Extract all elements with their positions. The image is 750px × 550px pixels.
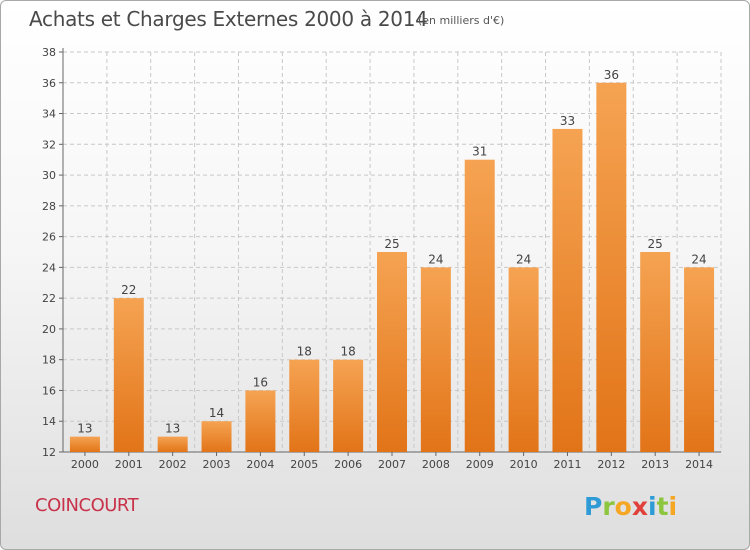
bar (333, 359, 364, 452)
x-tick-label: 2007 (378, 458, 406, 471)
data-label: 25 (384, 237, 399, 251)
bar (684, 267, 715, 452)
x-tick-label: 2002 (159, 458, 187, 471)
bar (640, 252, 671, 452)
data-label: 13 (77, 422, 92, 436)
bar (596, 82, 627, 453)
y-tick-label: 14 (42, 415, 56, 428)
y-tick-label: 28 (42, 200, 56, 213)
data-label: 24 (516, 252, 531, 266)
y-tick-label: 34 (42, 108, 56, 121)
data-label: 14 (209, 406, 224, 420)
y-tick-label: 24 (42, 261, 56, 274)
x-tick-label: 2008 (422, 458, 450, 471)
data-label: 31 (472, 145, 487, 159)
y-tick-label: 30 (42, 169, 56, 182)
data-label: 22 (121, 283, 136, 297)
y-tick-label: 22 (42, 292, 56, 305)
chart-title: Achats et Charges Externes 2000 à 2014 (29, 7, 428, 31)
x-tick-label: 2001 (115, 458, 143, 471)
x-tick-label: 2009 (466, 458, 494, 471)
x-tick-label: 2011 (553, 458, 581, 471)
bar (420, 267, 451, 452)
bar (201, 421, 232, 452)
x-tick-label: 2000 (71, 458, 99, 471)
y-tick-label: 32 (42, 138, 56, 151)
y-tick-label: 18 (42, 354, 56, 367)
x-tick-label: 2003 (203, 458, 231, 471)
y-tick-label: 12 (42, 446, 56, 459)
data-label: 36 (604, 68, 619, 82)
bar (377, 252, 407, 452)
data-label: 18 (340, 345, 355, 359)
chart-subtitle: (en milliers d'€) (418, 14, 505, 27)
x-tick-label: 2013 (641, 458, 669, 471)
x-tick-label: 2004 (246, 458, 274, 471)
bar (157, 436, 188, 452)
data-label: 16 (253, 375, 268, 389)
bar (245, 390, 276, 452)
bars (69, 82, 715, 453)
svg-text:Proxiti: Proxiti (584, 492, 677, 521)
x-tick-label: 2006 (334, 458, 362, 471)
bar (508, 267, 539, 452)
data-label: 25 (648, 237, 663, 251)
data-label: 24 (428, 252, 443, 266)
x-tick-label: 2012 (597, 458, 625, 471)
bar (552, 128, 583, 452)
y-tick-label: 20 (42, 323, 56, 336)
x-tick-label: 2014 (685, 458, 713, 471)
y-tick-label: 16 (42, 384, 56, 397)
commune-name: COINCOURT (35, 495, 139, 516)
bar (69, 436, 100, 452)
data-label: 18 (297, 345, 312, 359)
proxiti-logo: Proxiti (584, 492, 677, 521)
data-label: 24 (691, 252, 706, 266)
x-tick-label: 2005 (290, 458, 318, 471)
y-tick-label: 36 (42, 77, 56, 90)
axes: 12 14 16 18 20 22 24 26 28 30 32 34 36 38 2000 2001 2002… (42, 46, 721, 471)
data-label: 13 (165, 422, 180, 436)
y-tick-label: 38 (42, 46, 56, 59)
bar (289, 359, 320, 452)
data-labels: 13 22 13 14 16 18 18 25 24 31 24 33 36 25 24 (77, 68, 706, 436)
bar (113, 298, 144, 452)
data-label: 33 (560, 114, 575, 128)
x-tick-label: 2010 (510, 458, 538, 471)
bar (464, 159, 495, 452)
y-tick-label: 26 (42, 231, 56, 244)
